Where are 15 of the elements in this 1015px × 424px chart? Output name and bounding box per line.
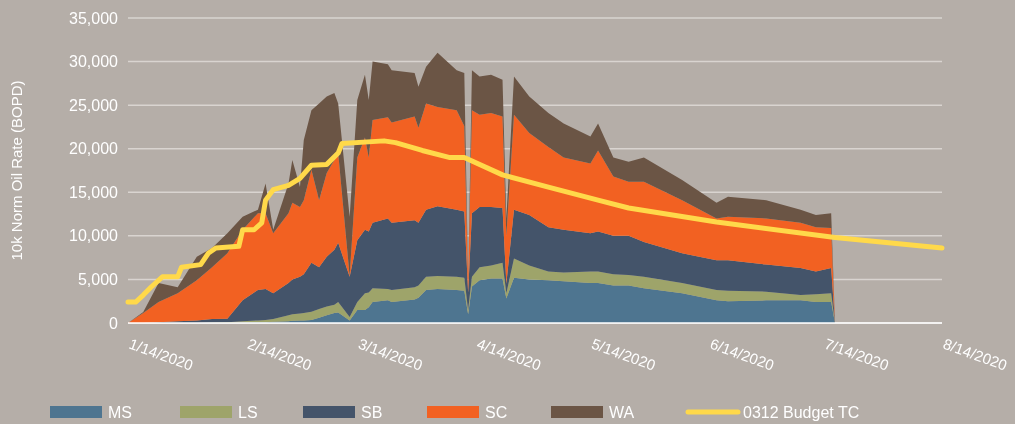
y-axis-title: 10k Norm Oil Rate (BOPD): [8, 80, 25, 261]
legend-label: 0312 Budget TC: [743, 403, 860, 421]
y-tick-label: 20,000: [69, 140, 119, 158]
legend-label: SC: [485, 403, 508, 421]
y-tick-label: 35,000: [69, 9, 119, 27]
y-tick-label: 5,000: [77, 271, 119, 289]
y-tick-label: 15,000: [69, 183, 119, 201]
legend-label: LS: [238, 403, 258, 421]
y-tick-label: 30,000: [69, 53, 119, 71]
legend-label: SB: [361, 403, 383, 421]
y-tick-label: 25,000: [69, 96, 119, 114]
y-tick-label: 0: [109, 314, 119, 332]
legend-label: WA: [609, 403, 635, 421]
y-tick-label: 10,000: [69, 227, 119, 245]
legend-label: MS: [108, 403, 132, 421]
